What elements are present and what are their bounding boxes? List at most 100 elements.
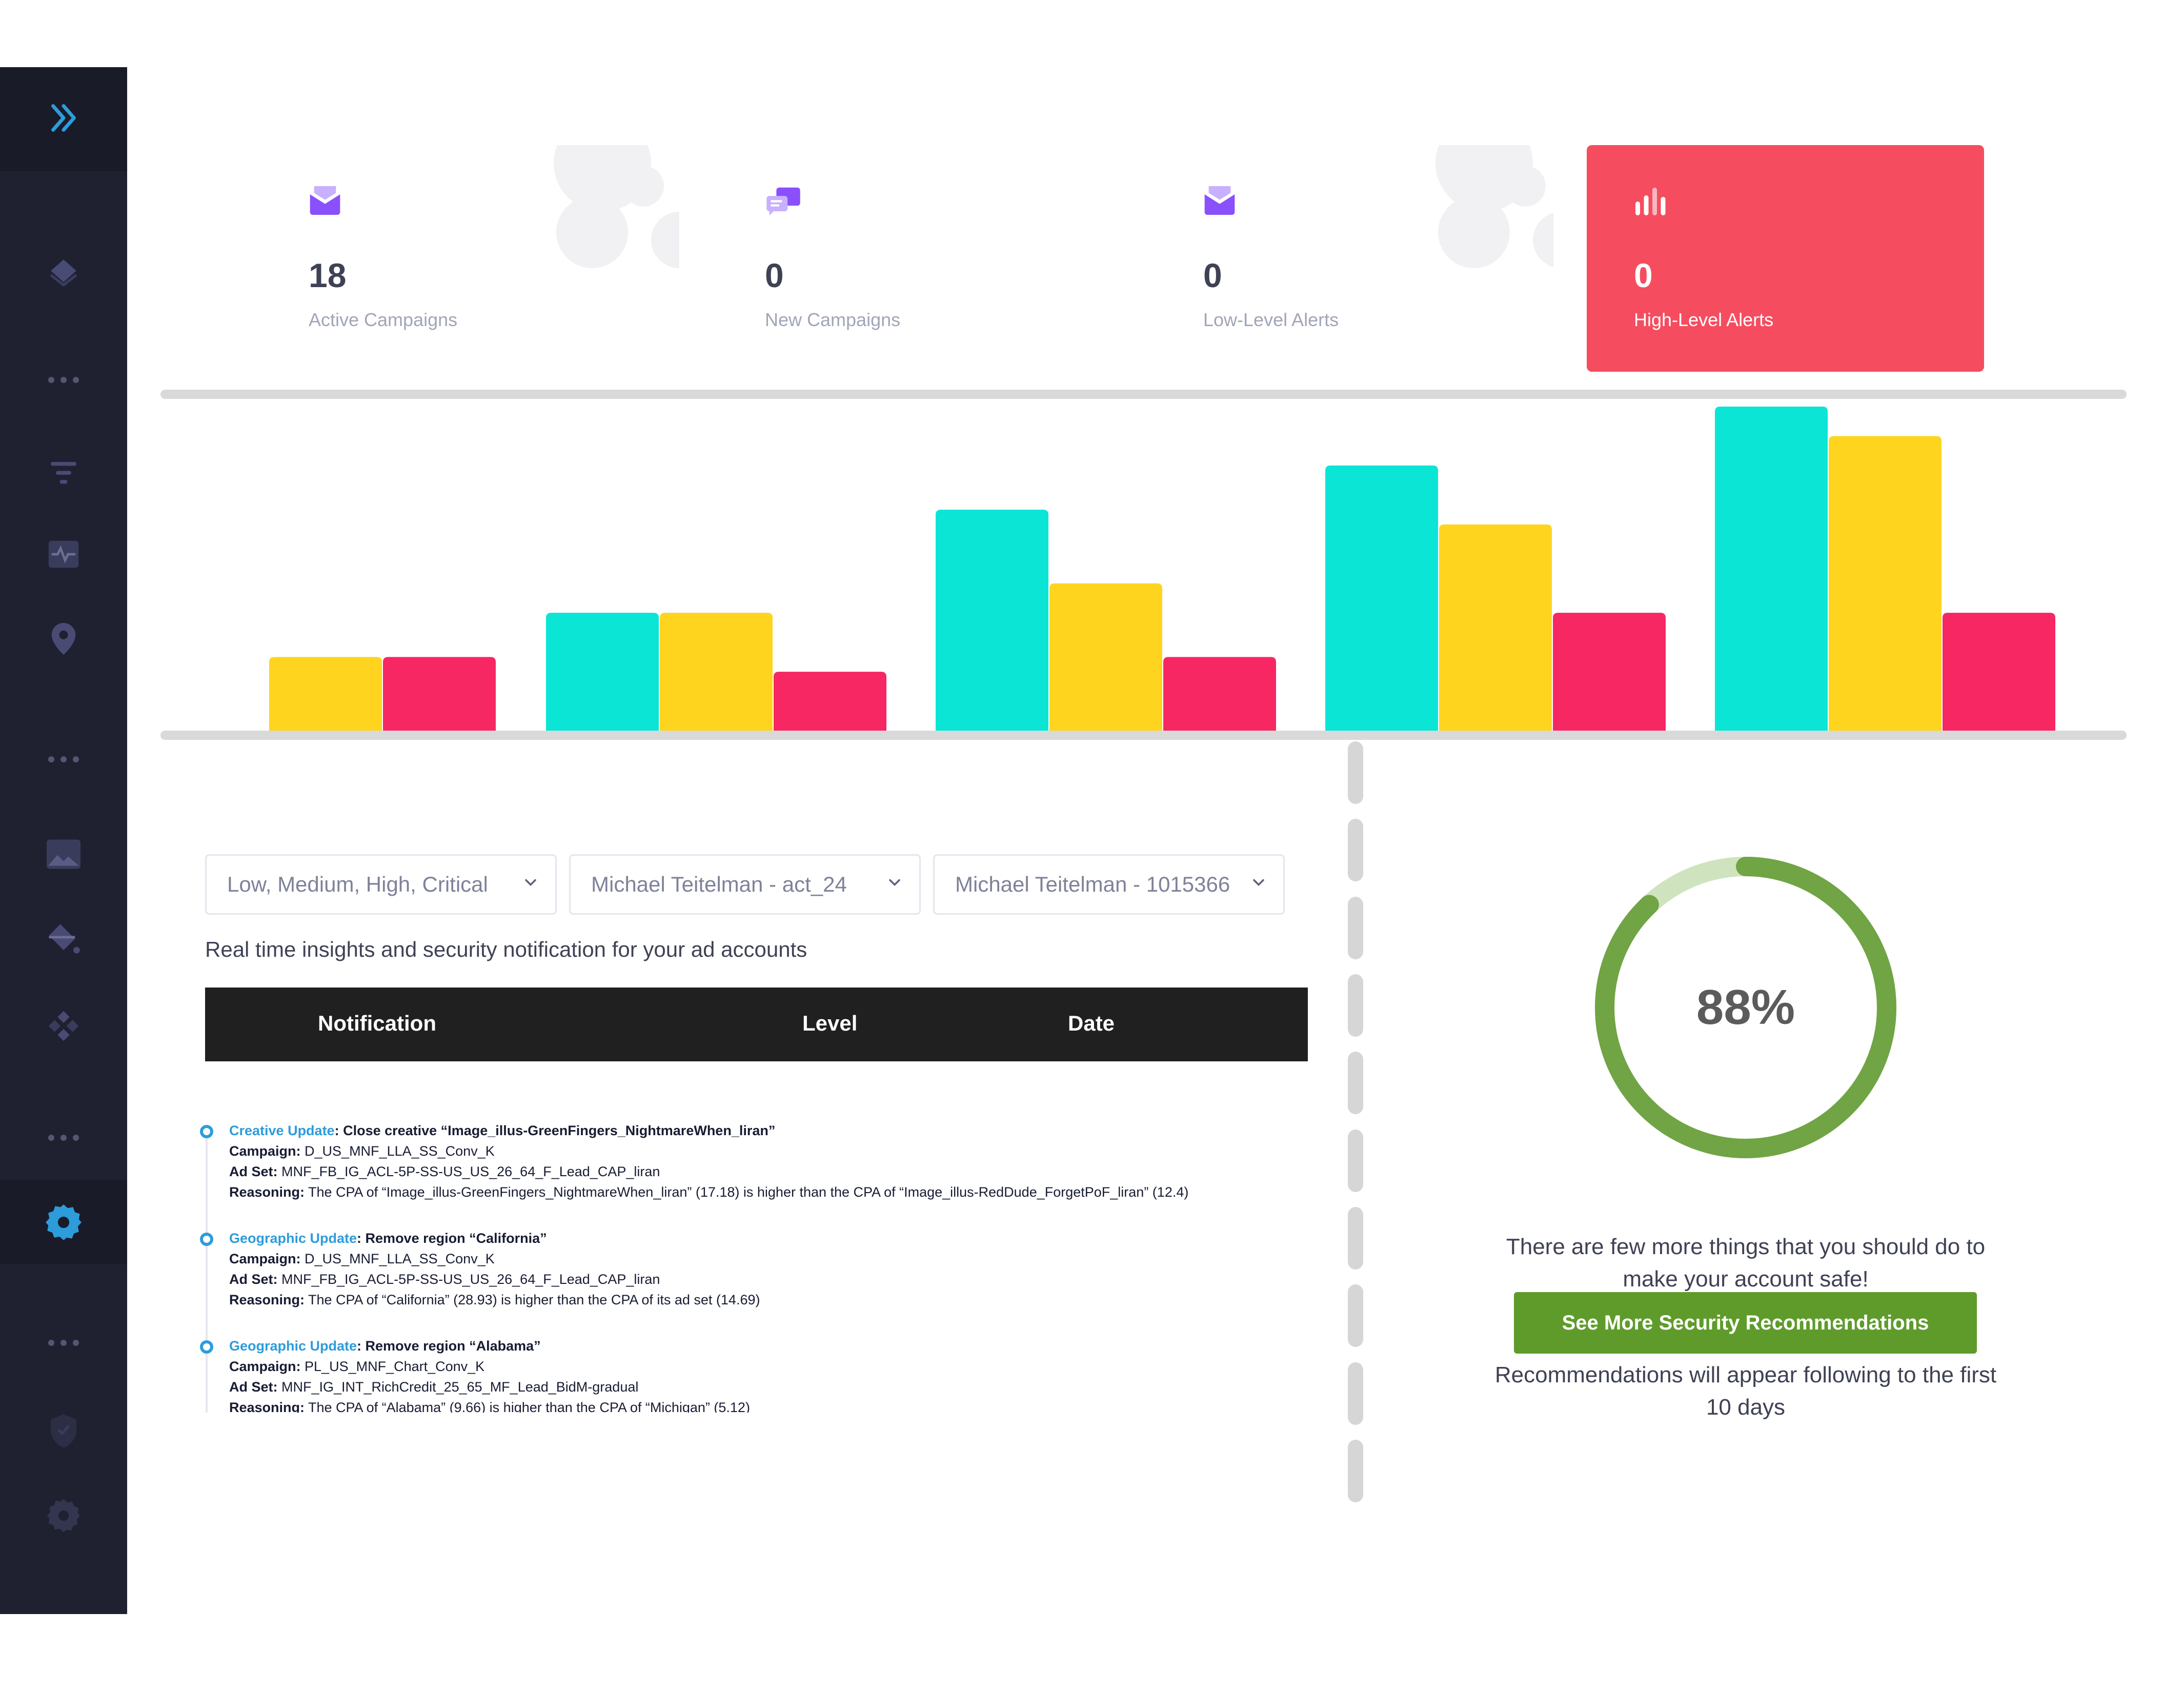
chart-bar[interactable] (936, 510, 1048, 731)
field-label: Ad Set: (229, 1272, 278, 1287)
chart-bar[interactable] (1553, 613, 1666, 731)
security-score-gauge (1595, 857, 1896, 1158)
notifications-table-header: Notification Level Date (205, 988, 1308, 1061)
sidebar-item-filter[interactable] (0, 452, 127, 493)
field-label: Campaign: (229, 1359, 301, 1374)
notification-type: Geographic Update (229, 1338, 357, 1354)
chevron-down-icon (878, 872, 904, 897)
more-dots-icon[interactable] (0, 744, 127, 775)
field-label: Campaign: (229, 1251, 301, 1266)
stat-value: 0 (765, 256, 784, 294)
stat-card-low-level-alerts[interactable]: 0 Low-Level Alerts (1156, 145, 1553, 372)
expand-arrows-icon[interactable] (46, 100, 82, 138)
column-header-date[interactable]: Date (1068, 1011, 1115, 1035)
stat-card-high-level-alerts[interactable]: 0 High-Level Alerts (1587, 145, 1984, 372)
notification-type: Creative Update (229, 1123, 335, 1138)
stat-value: 18 (309, 256, 347, 294)
adset-name: MNF_FB_IG_ACL-5P-SS-US_US_26_64_F_Lead_C… (281, 1164, 660, 1179)
chevron-down-icon (514, 872, 540, 897)
notifications-subtitle: Real time insights and security notifica… (205, 937, 807, 961)
stat-label: New Campaigns (765, 309, 901, 330)
settings-gear-icon (44, 1203, 83, 1242)
reasoning-text: The CPA of “California” (28.93) is highe… (308, 1292, 760, 1307)
chart-bar[interactable] (1325, 465, 1438, 731)
sidebar-item-location[interactable] (0, 616, 127, 662)
field-label: Reasoning: (229, 1184, 305, 1200)
sidebar-item-components[interactable] (0, 1000, 127, 1052)
chart-bar[interactable] (383, 657, 496, 731)
stat-label: High-Level Alerts (1634, 309, 1774, 330)
sidebar-item-activity[interactable] (0, 531, 127, 577)
chart-bar[interactable] (774, 672, 886, 731)
recommendations-note: Recommendations will appear following to… (1494, 1362, 1997, 1420)
chart-bar[interactable] (1715, 407, 1828, 731)
stat-card-active-campaigns[interactable]: 18 Active Campaigns (261, 145, 679, 372)
chart-baseline (160, 731, 2127, 740)
image-icon (45, 838, 82, 871)
bucket-icon (44, 919, 83, 958)
bar-chart-icon (1634, 186, 1668, 219)
settings-gear-icon (46, 1498, 82, 1534)
stat-card-new-campaigns[interactable]: 0 New Campaigns (718, 145, 1125, 372)
campaign-name: D_US_MNF_LLA_SS_Conv_K (305, 1143, 495, 1159)
timeline-dot (200, 1125, 213, 1138)
page-value: Michael Teitelman - 1015366 (955, 872, 1230, 896)
stat-value: 0 (1203, 256, 1222, 294)
sidebar-item-image[interactable] (0, 831, 127, 877)
more-dots-icon[interactable] (0, 1122, 127, 1153)
more-dots-icon[interactable] (0, 365, 127, 395)
notification-action: Remove region “Alabama” (365, 1338, 541, 1354)
reasoning-text: The CPA of “Alabama” (9.66) is higher th… (308, 1400, 750, 1413)
section-divider (1348, 741, 1363, 1502)
security-score-value: 88% (1696, 980, 1795, 1035)
field-label: Reasoning: (229, 1400, 305, 1413)
chart-bar[interactable] (269, 657, 382, 731)
sidebar-item-layers[interactable] (0, 247, 127, 298)
column-header-level[interactable]: Level (802, 1011, 858, 1035)
chart-bar[interactable] (546, 613, 659, 731)
envelope-icon (309, 186, 341, 217)
reasoning-text: The CPA of “Image_illus-GreenFingers_Nig… (308, 1184, 1189, 1200)
stat-label: Active Campaigns (309, 309, 458, 330)
layers-icon (47, 255, 80, 289)
page-select[interactable]: Michael Teitelman - 1015366 (933, 854, 1285, 915)
chart-bar[interactable] (1049, 583, 1162, 731)
adset-name: MNF_FB_IG_ACL-5P-SS-US_US_26_64_F_Lead_C… (281, 1272, 660, 1287)
campaign-bar-chart (269, 407, 2055, 731)
campaign-name: D_US_MNF_LLA_SS_Conv_K (305, 1251, 495, 1266)
filter-icon (48, 457, 79, 488)
notifications-timeline: Creative Update: Close creative “Image_i… (195, 1123, 1302, 1413)
column-header-notification[interactable]: Notification (318, 1011, 436, 1035)
field-label: Ad Set: (229, 1164, 278, 1179)
level-filter-select[interactable]: Low, Medium, High, Critical (205, 854, 557, 915)
shield-icon (48, 1413, 79, 1449)
field-label: Campaign: (229, 1143, 301, 1159)
notification-type: Geographic Update (229, 1231, 357, 1246)
chat-bubbles-icon (765, 186, 802, 219)
notification-action: Remove region “California” (365, 1231, 547, 1246)
chart-bar[interactable] (1439, 524, 1552, 731)
location-pin-icon (48, 621, 79, 657)
chart-bar[interactable] (660, 613, 773, 731)
envelope-icon (1203, 186, 1236, 217)
more-dots-icon[interactable] (0, 1327, 127, 1358)
chevron-down-icon (1242, 872, 1268, 897)
campaign-name: PL_US_MNF_Chart_Conv_K (305, 1359, 485, 1374)
adset-name: MNF_IG_INT_RichCredit_25_65_MF_Lead_BidM… (281, 1379, 639, 1395)
sidebar-brand (0, 67, 127, 171)
sidebar-item-bucket[interactable] (0, 913, 127, 964)
ad-account-value: Michael Teitelman - act_24 (591, 872, 847, 896)
sidebar-item-settings[interactable] (0, 1490, 127, 1541)
ad-account-select[interactable]: Michael Teitelman - act_24 (569, 854, 921, 915)
chart-bar[interactable] (1163, 657, 1276, 731)
chart-bar[interactable] (1829, 436, 1942, 731)
field-label: Ad Set: (229, 1379, 278, 1395)
sidebar-item-settings-active[interactable] (0, 1180, 127, 1264)
gauge-progress (1595, 857, 1896, 1158)
field-label: Reasoning: (229, 1292, 305, 1307)
see-more-recommendations-button[interactable]: See More Security Recommendations (1514, 1292, 1977, 1354)
diamonds-icon (46, 1008, 82, 1044)
sidebar-item-security[interactable] (0, 1405, 127, 1457)
chart-bar[interactable] (1943, 613, 2055, 731)
notification-action: Close creative “Image_illus-GreenFingers… (343, 1123, 776, 1138)
